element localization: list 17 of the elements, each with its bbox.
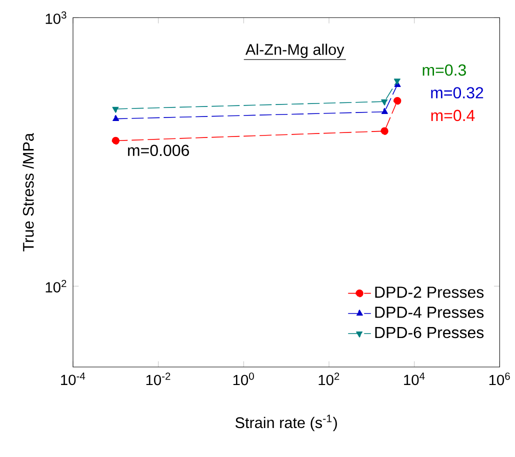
annotation: m=0.4 [431,110,475,122]
y-axis-title: True Stress /MPa [22,132,34,252]
x-tick-label: 10$^{6}$ [489,372,510,386]
x-tick-label: 10$^{2}$ [318,372,340,386]
text: Al-Zn-Mg alloy [245,44,344,58]
legend-label: DPD-2 Presses [375,286,484,298]
y-tick-label: 10$^{3}$ [46,11,66,24]
annotation: m=0.3 [422,64,466,76]
annotation: m=0.32 [431,87,484,98]
annotation: m=0.006 [128,144,189,156]
x-tick-label: 10$^{4}$ [404,372,425,386]
x-tick-label: 10$^{-2}$ [146,372,170,386]
legend-label: DPD-6 Presses [375,326,484,338]
x-tick-label: 10$^{-4}$ [61,372,86,386]
x-tick-label: 10$^{0}$ [233,372,254,386]
legend-label: DPD-4 Presses [375,306,484,318]
x-axis-title: Strain rate (s$^{-1}$) [235,414,337,432]
